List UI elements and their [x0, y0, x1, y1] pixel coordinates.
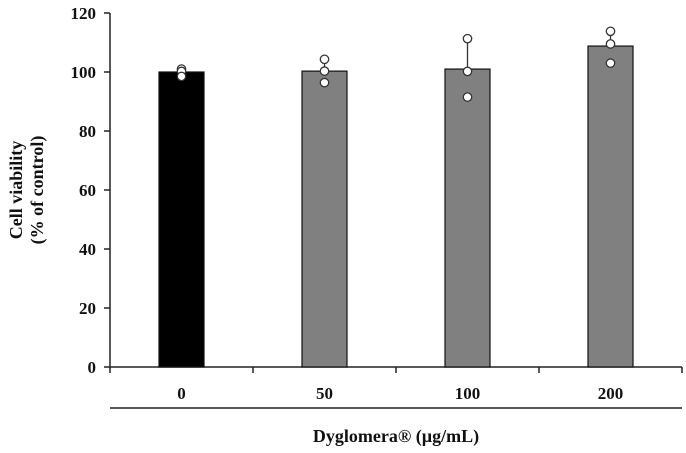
y-tick-label: 100 [71, 63, 97, 82]
bars [158, 45, 634, 368]
x-tick-label: 100 [455, 384, 481, 403]
y-tick-label: 40 [79, 240, 96, 259]
data-point-100-3 [462, 92, 473, 102]
bar-200 [587, 45, 634, 368]
data-point-100-2 [462, 66, 473, 77]
bar-50 [301, 70, 348, 368]
data-point-0-3 [176, 71, 187, 82]
data-point-50-2 [319, 66, 330, 76]
data-points [176, 26, 616, 102]
y-tick-label: 0 [88, 358, 97, 377]
axes [104, 12, 683, 409]
bar-100 [444, 68, 491, 368]
data-point-200-1 [605, 26, 616, 37]
y-tick-label: 80 [79, 122, 96, 141]
y-tick-label: 20 [79, 299, 96, 318]
error-bars [177, 30, 615, 72]
y-axis-title-line1: Cell viability [6, 141, 26, 240]
x-axis-title: Dyglomera® (µg/mL) [313, 426, 479, 447]
x-tick-label: 200 [598, 384, 624, 403]
bar-0 [158, 71, 205, 368]
data-point-50-3 [319, 77, 330, 88]
tick-labels: 0 20 40 60 80 100 120 0 50 100 200 [71, 4, 624, 403]
data-point-200-2 [605, 39, 616, 49]
data-point-200-3 [605, 58, 616, 69]
data-point-50-1 [319, 54, 330, 65]
y-tick-label: 120 [71, 4, 97, 23]
y-tick-label: 60 [79, 181, 96, 200]
data-point-100-1 [462, 33, 473, 44]
x-tick-label: 50 [316, 384, 333, 403]
y-axis-title-line2: (% of control) [27, 136, 48, 245]
x-tick-label: 0 [177, 384, 186, 403]
